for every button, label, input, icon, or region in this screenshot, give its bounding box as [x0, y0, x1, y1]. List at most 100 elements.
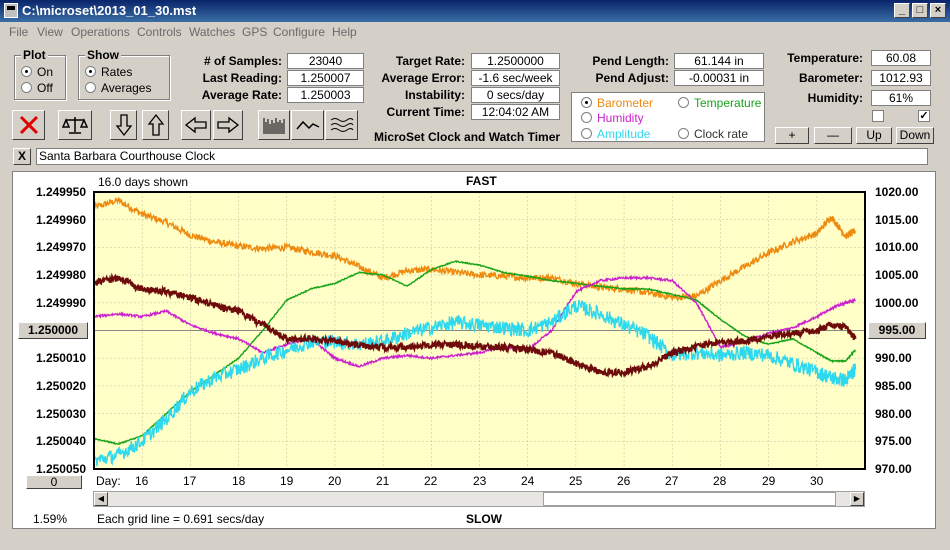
y-left-tick-label: 1.249990: [35, 296, 86, 310]
scale-minus-button[interactable]: —: [814, 127, 852, 144]
x-tick-label: 26: [617, 474, 631, 488]
temperature-field: 60.08: [871, 50, 931, 66]
x-tick-label: 21: [376, 474, 390, 488]
x-axis-label: Day:: [96, 474, 121, 488]
scale-up-button[interactable]: Up: [856, 127, 892, 144]
left-current-value[interactable]: 1.250000: [18, 322, 88, 339]
overlay-barometer-radio[interactable]: Barometer: [581, 96, 653, 110]
average-rate-label: Average Rate:: [201, 88, 282, 102]
overlay-selector: Barometer Temperature Humidity Amplitude…: [571, 92, 765, 142]
multi-wave-button[interactable]: [325, 110, 358, 140]
minimize-button[interactable]: _: [894, 3, 910, 18]
app-name: MicroSet Clock and Watch Timer: [374, 130, 561, 144]
menu-operations[interactable]: Operations: [71, 25, 130, 39]
balance-icon: [62, 117, 88, 134]
radio-dot: [581, 128, 592, 139]
plot-on-radio[interactable]: On: [21, 65, 53, 79]
instability-label: Instability:: [404, 88, 465, 102]
overlay-temperature-radio[interactable]: Temperature: [678, 96, 761, 110]
series-line-humidity: [93, 274, 856, 368]
x-tick-label: 17: [183, 474, 197, 488]
multi-wave-icon: [330, 118, 353, 132]
menu-controls[interactable]: Controls: [137, 25, 182, 39]
menu-gps[interactable]: GPS: [242, 25, 268, 39]
menu-configure[interactable]: Configure: [273, 25, 326, 39]
right-current-value[interactable]: 995.00: [868, 322, 926, 339]
balance-button[interactable]: [58, 110, 92, 140]
scale-plus-button[interactable]: +: [775, 127, 809, 144]
y-right-tick-label: 1005.00: [875, 268, 919, 282]
arrow-down-icon: [115, 114, 132, 137]
arrow-down-button[interactable]: [110, 110, 137, 140]
instability-field: 0 secs/day: [471, 87, 560, 103]
scale-down-button[interactable]: Down: [896, 127, 934, 144]
x-tick-label: 20: [328, 474, 342, 488]
y-right-tick-label: 980.00: [875, 407, 912, 421]
arrow-up-button[interactable]: [142, 110, 169, 140]
menu-watches[interactable]: Watches: [189, 25, 236, 39]
scroll-right-button[interactable]: ▶: [850, 492, 864, 506]
wave-plot-button[interactable]: [291, 110, 324, 140]
y-left-tick-label: 1.249950: [35, 185, 86, 199]
pend-length-field[interactable]: 61.144 in: [674, 53, 764, 69]
average-error-label: Average Error:: [381, 71, 465, 85]
plot-group: Plot On Off: [14, 48, 66, 100]
menu-view[interactable]: View: [37, 25, 63, 39]
zoom-percent: 1.59%: [33, 512, 68, 526]
description-input[interactable]: Santa Barbara Courthouse Clock: [36, 148, 928, 165]
target-rate-label: Target Rate:: [395, 54, 465, 68]
humidity-field: 61%: [871, 90, 931, 106]
menu-help[interactable]: Help: [332, 25, 357, 39]
barometer-label: Barometer:: [798, 71, 863, 85]
samples-label: # of Samples:: [203, 54, 282, 68]
y-left-tick-label: 1.250050: [35, 462, 86, 476]
radio-dot: [85, 66, 96, 77]
clear-description-button[interactable]: X: [13, 148, 31, 165]
y-right-tick-label: 1000.00: [875, 296, 919, 310]
show-averages-radio[interactable]: Averages: [85, 81, 151, 95]
close-button[interactable]: ×: [930, 3, 946, 18]
stop-button[interactable]: [12, 110, 45, 140]
time-scrollbar[interactable]: ◀ ▶: [93, 491, 865, 507]
x-tick-label: 18: [232, 474, 246, 488]
arrow-left-button[interactable]: [181, 110, 211, 140]
bar-plot-icon: [263, 118, 285, 134]
show-rates-radio[interactable]: Rates: [85, 65, 132, 79]
arrow-right-button[interactable]: [213, 110, 243, 140]
plot-frame: [93, 191, 866, 470]
pend-length-label: Pend Length:: [592, 54, 669, 68]
x-tick-label: 22: [424, 474, 438, 488]
offset-value[interactable]: 0: [26, 475, 82, 489]
y-left-tick-label: 1.249970: [35, 240, 86, 254]
plot-on-label: On: [37, 65, 54, 79]
y-left-tick-label: 1.250030: [35, 407, 86, 421]
bar-plot-button[interactable]: [258, 110, 290, 140]
checkbox-left[interactable]: [872, 110, 884, 122]
average-error-field: -1.6 sec/week: [471, 70, 560, 86]
overlay-amplitude-label: Amplitude: [597, 127, 651, 141]
y-right-tick-label: 1020.00: [875, 185, 919, 199]
pend-adjust-field: -0.00031 in: [674, 70, 764, 86]
humidity-label: Humidity:: [807, 91, 863, 105]
maximize-button[interactable]: □: [912, 3, 928, 18]
show-rates-label: Rates: [101, 65, 133, 79]
app-icon: [4, 3, 18, 18]
days-shown-label: 16.0 days shown: [98, 175, 189, 189]
y-right-tick-label: 985.00: [875, 379, 912, 393]
radio-dot: [21, 82, 32, 93]
series-line-clock-rate: [93, 272, 857, 379]
chart-bottom-label: SLOW: [466, 512, 502, 526]
x-icon: [19, 115, 38, 135]
scroll-thumb[interactable]: [543, 492, 836, 506]
overlay-humidity-radio[interactable]: Humidity: [581, 111, 644, 125]
checkbox-right[interactable]: ✓: [918, 110, 930, 122]
radio-dot: [678, 97, 689, 108]
menu-file[interactable]: File: [9, 25, 29, 39]
plot-off-radio[interactable]: Off: [21, 81, 53, 95]
scroll-left-button[interactable]: ◀: [94, 492, 108, 506]
target-rate-field[interactable]: 1.2500000: [471, 53, 560, 69]
show-group-title: Show: [85, 48, 121, 62]
overlay-clock-rate-radio[interactable]: Clock rate: [678, 127, 748, 141]
overlay-amplitude-radio[interactable]: Amplitude: [581, 127, 650, 141]
x-tick-label: 27: [665, 474, 679, 488]
